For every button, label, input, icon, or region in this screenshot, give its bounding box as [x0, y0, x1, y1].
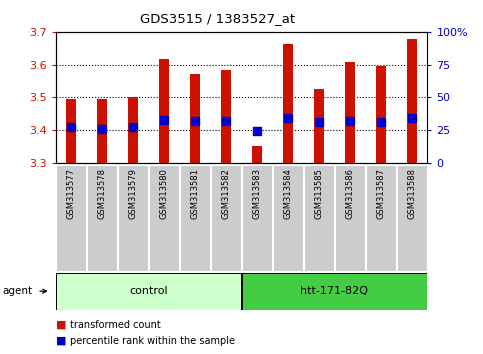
Point: [160, 117, 168, 122]
Point: [222, 118, 230, 124]
FancyBboxPatch shape: [242, 165, 272, 271]
Bar: [190, 74, 200, 163]
Point: [377, 119, 385, 125]
Bar: [97, 99, 107, 163]
Text: ■: ■: [56, 320, 66, 330]
Text: ■: ■: [56, 336, 66, 346]
FancyBboxPatch shape: [335, 165, 365, 271]
Bar: [344, 62, 355, 163]
FancyBboxPatch shape: [180, 165, 210, 271]
Text: GSM313577: GSM313577: [67, 168, 75, 219]
Text: GSM313583: GSM313583: [253, 168, 261, 219]
Bar: [376, 66, 386, 163]
Point: [253, 129, 261, 134]
Text: transformed count: transformed count: [70, 320, 161, 330]
FancyBboxPatch shape: [304, 165, 334, 271]
Bar: [66, 99, 76, 163]
Text: agent: agent: [2, 286, 32, 296]
Bar: [252, 146, 262, 163]
Point: [408, 115, 416, 121]
Point: [191, 118, 199, 124]
Text: GSM313585: GSM313585: [314, 168, 324, 219]
FancyBboxPatch shape: [397, 165, 427, 271]
Bar: [221, 69, 231, 163]
Point: [67, 125, 75, 130]
Text: GDS3515 / 1383527_at: GDS3515 / 1383527_at: [140, 12, 295, 25]
Point: [346, 118, 354, 124]
Point: [315, 119, 323, 125]
Point: [284, 115, 292, 121]
Text: GSM313582: GSM313582: [222, 168, 230, 219]
FancyBboxPatch shape: [56, 273, 241, 310]
FancyBboxPatch shape: [242, 273, 427, 310]
FancyBboxPatch shape: [56, 165, 86, 271]
Text: GSM313578: GSM313578: [98, 168, 107, 219]
Text: percentile rank within the sample: percentile rank within the sample: [70, 336, 235, 346]
Text: GSM313586: GSM313586: [345, 168, 355, 219]
Text: GSM313579: GSM313579: [128, 168, 138, 219]
Point: [129, 125, 137, 130]
FancyBboxPatch shape: [273, 165, 303, 271]
Bar: [128, 97, 139, 163]
Text: GSM313581: GSM313581: [190, 168, 199, 219]
Bar: [407, 39, 417, 163]
Text: htt-171-82Q: htt-171-82Q: [300, 286, 369, 296]
Text: GSM313587: GSM313587: [376, 168, 385, 219]
Bar: [313, 90, 325, 163]
Text: GSM313584: GSM313584: [284, 168, 293, 219]
Point: [98, 126, 106, 132]
Text: control: control: [129, 286, 168, 296]
Bar: [158, 59, 170, 163]
Bar: [283, 44, 293, 163]
Text: GSM313580: GSM313580: [159, 168, 169, 219]
FancyBboxPatch shape: [211, 165, 241, 271]
FancyBboxPatch shape: [149, 165, 179, 271]
Text: GSM313588: GSM313588: [408, 168, 416, 219]
FancyBboxPatch shape: [87, 165, 117, 271]
FancyBboxPatch shape: [118, 165, 148, 271]
FancyBboxPatch shape: [366, 165, 396, 271]
